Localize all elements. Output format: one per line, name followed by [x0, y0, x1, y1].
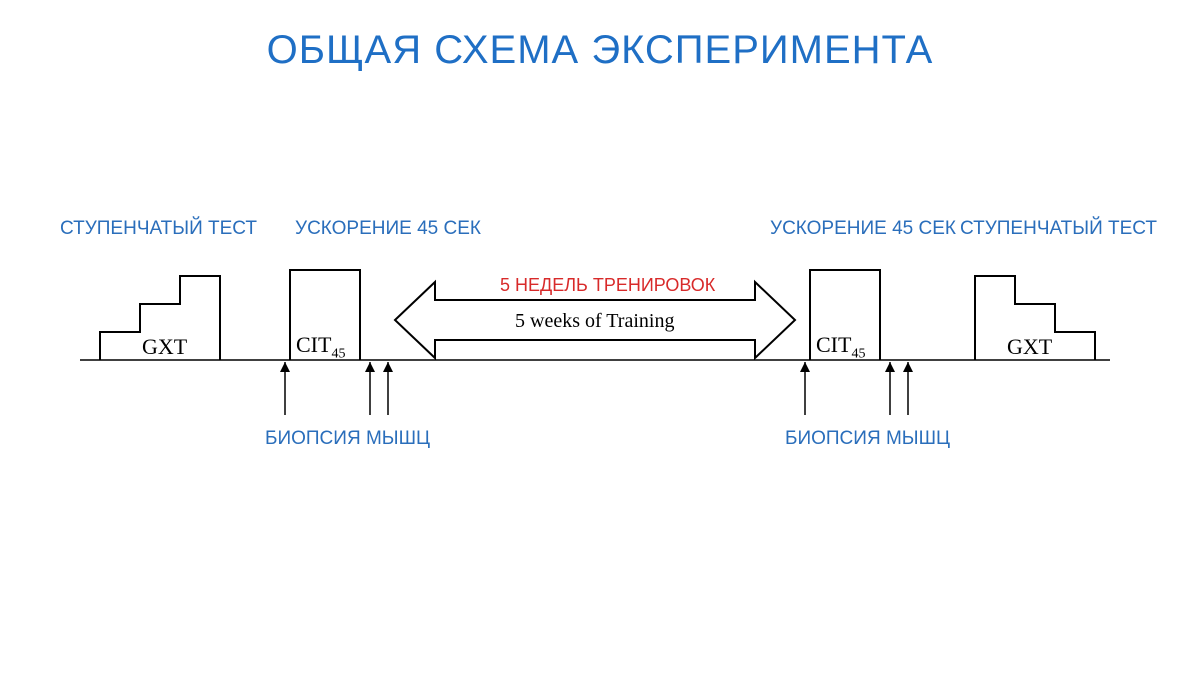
- label-arrow-top: 5 НЕДЕЛЬ ТРЕНИРОВОК: [500, 275, 715, 296]
- block-label-cit-right: CIT45: [816, 332, 865, 362]
- label-step-test-left: СТУПЕНЧАТЫЙ ТЕСТ: [60, 218, 257, 240]
- label-arrow-inside: 5 weeks of Training: [515, 310, 674, 333]
- block-label-cit-left: CIT45: [296, 332, 345, 362]
- label-biopsy-right: БИОПСИЯ МЫШЦ: [785, 428, 950, 450]
- block-label-gxt-left: GXT: [142, 334, 187, 360]
- block-label-gxt-right: GXT: [1007, 334, 1052, 360]
- label-accel-right: УСКОРЕНИЕ 45 СЕК: [770, 218, 956, 240]
- label-accel-left: УСКОРЕНИЕ 45 СЕК: [295, 218, 481, 240]
- label-step-test-right: СТУПЕНЧАТЫЙ ТЕСТ: [960, 218, 1157, 240]
- label-biopsy-left: БИОПСИЯ МЫШЦ: [265, 428, 430, 450]
